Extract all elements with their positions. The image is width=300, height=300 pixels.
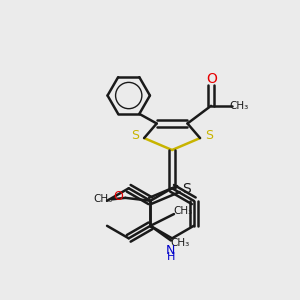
Text: S: S [205, 129, 213, 142]
Text: CH₃: CH₃ [173, 206, 192, 216]
Text: O: O [206, 72, 217, 86]
Text: S: S [131, 129, 139, 142]
Text: O: O [113, 190, 123, 203]
Text: CH₃: CH₃ [94, 194, 113, 204]
Text: CH₃: CH₃ [170, 238, 190, 248]
Text: S: S [182, 182, 191, 196]
Text: H: H [167, 253, 175, 262]
Text: CH₃: CH₃ [230, 101, 249, 111]
Text: N: N [166, 244, 175, 256]
